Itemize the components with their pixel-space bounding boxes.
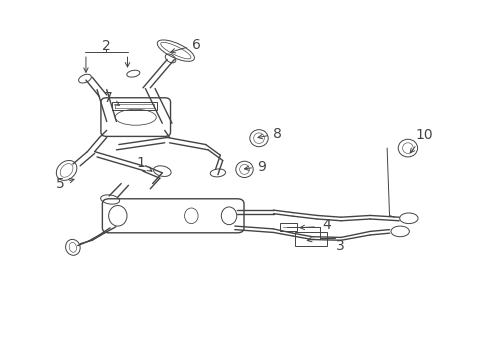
Text: 3: 3 <box>336 239 345 253</box>
Text: 8: 8 <box>258 127 281 141</box>
Text: 7: 7 <box>103 91 119 105</box>
Text: 9: 9 <box>244 159 265 174</box>
Text: 10: 10 <box>409 128 432 153</box>
Text: 5: 5 <box>55 176 74 190</box>
Text: 1: 1 <box>136 156 152 171</box>
Text: 6: 6 <box>170 37 200 53</box>
Text: 2: 2 <box>102 39 110 53</box>
Text: 4: 4 <box>321 219 330 232</box>
